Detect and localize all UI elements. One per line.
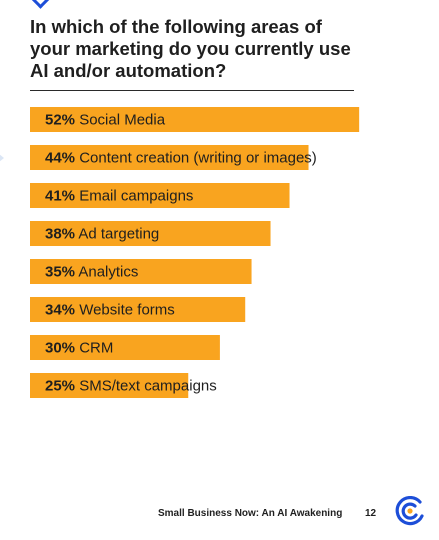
page-number: 12 (365, 508, 377, 519)
footer-title: Small Business Now: An AI Awakening (158, 508, 343, 519)
bar-label-3: 41% Email campaigns (45, 188, 193, 205)
bar-category-label: Content creation (writing or images) (75, 150, 317, 167)
bar-label-2: 44% Content creation (writing or images) (45, 150, 317, 167)
bar-category-label: Website forms (75, 302, 175, 319)
bar-7 (30, 335, 220, 360)
bar-label-1: 52% Social Media (45, 112, 166, 129)
bar-4 (30, 221, 271, 246)
bar-value-label: 34% (45, 302, 75, 319)
brand-logo-icon (395, 496, 424, 526)
bar-6 (30, 297, 246, 322)
bar-2 (30, 145, 309, 170)
bar-value-label: 52% (45, 112, 75, 129)
bar-value-label: 41% (45, 188, 75, 205)
logo-inner-arc (401, 502, 418, 520)
bar-label-7: 30% CRM (45, 340, 113, 357)
bar-value-label: 30% (45, 340, 75, 357)
bar-value-label: 25% (45, 378, 75, 395)
bar-category-label: Email campaigns (75, 188, 193, 205)
bar-1 (30, 107, 360, 132)
bar-category-label: Social Media (75, 112, 166, 129)
bar-value-label: 44% (45, 150, 75, 167)
bar-category-label: SMS/text campaigns (75, 378, 217, 395)
bar-category-label: CRM (75, 340, 113, 357)
bar-value-label: 38% (45, 226, 75, 243)
logo-outer-arc (395, 496, 424, 526)
title-divider (30, 90, 354, 91)
bar-label-5: 35% Analytics (45, 264, 138, 281)
chart-title: In which of the following areas of your … (30, 16, 351, 81)
logo-dot (407, 508, 413, 514)
bar-label-6: 34% Website forms (45, 302, 175, 319)
bar-5 (30, 259, 252, 284)
bar-3 (30, 183, 290, 208)
bar-8 (30, 373, 189, 398)
bar-category-label: Analytics (75, 264, 138, 281)
bar-label-8: 25% SMS/text campaigns (45, 378, 217, 395)
bar-value-label: 35% (45, 264, 75, 281)
bar-label-4: 38% Ad targeting (45, 226, 159, 243)
bar-category-label: Ad targeting (75, 226, 159, 243)
side-chevron-icon (0, 150, 4, 166)
